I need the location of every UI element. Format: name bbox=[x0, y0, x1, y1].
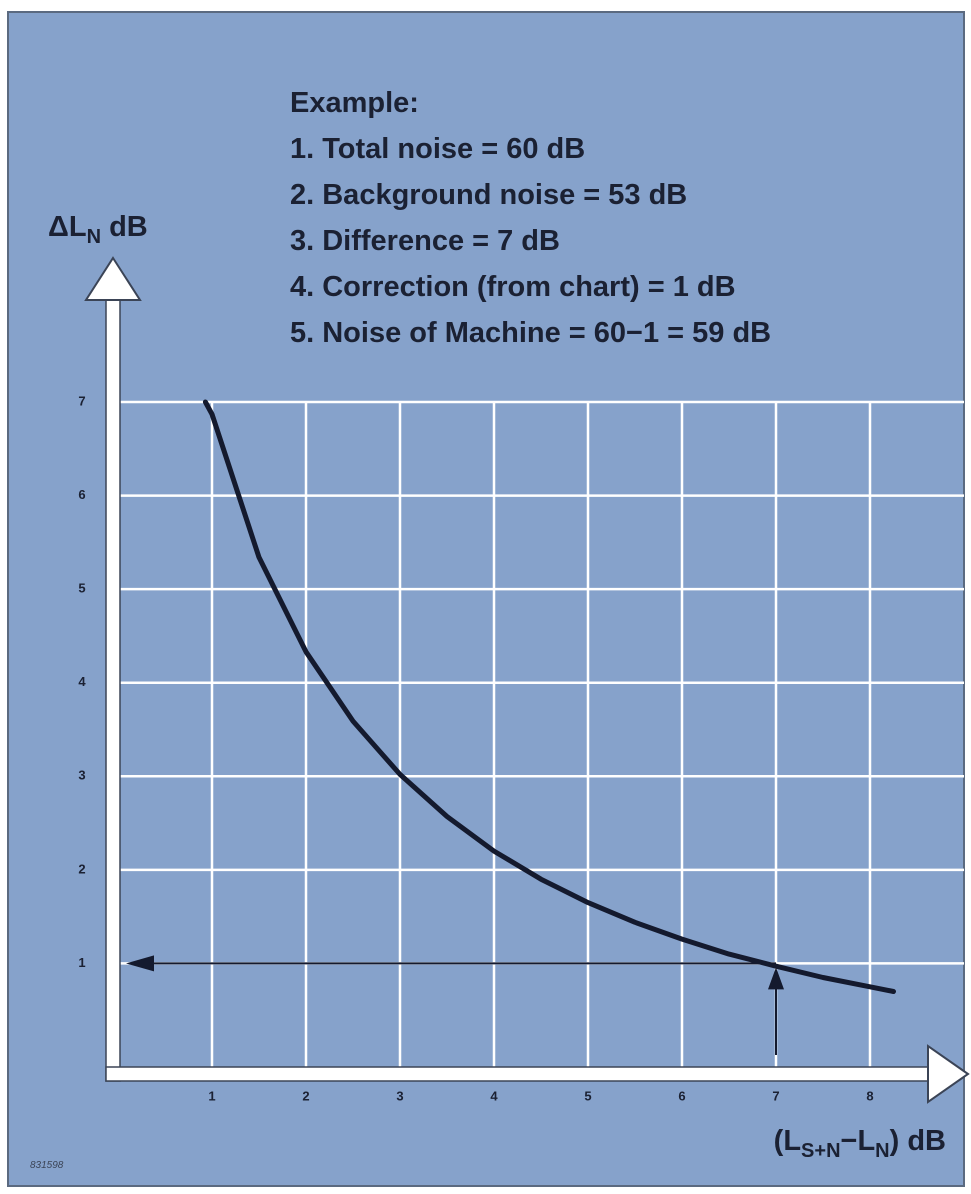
x-tick-label: 2 bbox=[302, 1088, 309, 1103]
y-tick-label: 6 bbox=[78, 487, 85, 502]
x-tick-label: 6 bbox=[678, 1088, 685, 1103]
y-label-sub: N bbox=[87, 226, 101, 248]
x-axis bbox=[105, 1066, 937, 1082]
y-tick-label: 2 bbox=[78, 861, 85, 876]
x-label-sub: S+N bbox=[801, 1140, 840, 1162]
y-label-part: ΔL bbox=[48, 211, 87, 243]
annotation-line: 3. Difference = 7 dB bbox=[290, 225, 560, 257]
y-axis-arrow bbox=[84, 256, 142, 301]
y-tick-label: 5 bbox=[78, 581, 85, 596]
annotation-line: Example: bbox=[290, 87, 419, 119]
curve bbox=[202, 399, 896, 994]
grid bbox=[118, 400, 964, 1067]
y-tick-label: 7 bbox=[78, 393, 85, 408]
x-tick-label: 8 bbox=[866, 1088, 873, 1103]
y-tick-label: 4 bbox=[78, 674, 86, 689]
panel bbox=[7, 11, 965, 1187]
axis-corner bbox=[107, 1068, 119, 1080]
axes bbox=[84, 256, 970, 1104]
annotation-line: 5. Noise of Machine = 60−1 = 59 dB bbox=[290, 317, 771, 349]
x-label-part: ) dB bbox=[890, 1125, 946, 1157]
y-tick-label: 3 bbox=[78, 768, 85, 783]
x-tick-label: 4 bbox=[490, 1088, 498, 1103]
x-tick-label: 1 bbox=[208, 1088, 215, 1103]
x-tick-label: 5 bbox=[584, 1088, 591, 1103]
annotation-line: 4. Correction (from chart) = 1 dB bbox=[290, 271, 736, 303]
x-label-part: −L bbox=[841, 1125, 876, 1157]
figure-code: 831598 bbox=[30, 1160, 64, 1171]
plot bbox=[126, 399, 896, 1055]
annotation: Example: 1. Total noise = 60 dB 2. Backgro… bbox=[290, 87, 771, 349]
annotation-line: 1. Total noise = 60 dB bbox=[290, 133, 585, 165]
reading-arrowhead bbox=[768, 967, 784, 990]
y-tick-label: 1 bbox=[78, 955, 85, 970]
x-tick-label: 3 bbox=[396, 1088, 403, 1103]
x-tick-label: 7 bbox=[772, 1088, 779, 1103]
x-axis-arrow bbox=[927, 1044, 970, 1104]
y-axis-label: ΔLN dB bbox=[48, 211, 148, 248]
y-axis bbox=[105, 295, 121, 1082]
x-label-part: (L bbox=[774, 1125, 801, 1157]
y-label-part: dB bbox=[101, 211, 148, 243]
reading-arrowhead bbox=[126, 955, 154, 972]
annotation-line: 2. Background noise = 53 dB bbox=[290, 179, 687, 211]
x-label-sub: N bbox=[875, 1140, 889, 1162]
x-axis-label: (LS+N−LN) dB bbox=[774, 1125, 946, 1162]
